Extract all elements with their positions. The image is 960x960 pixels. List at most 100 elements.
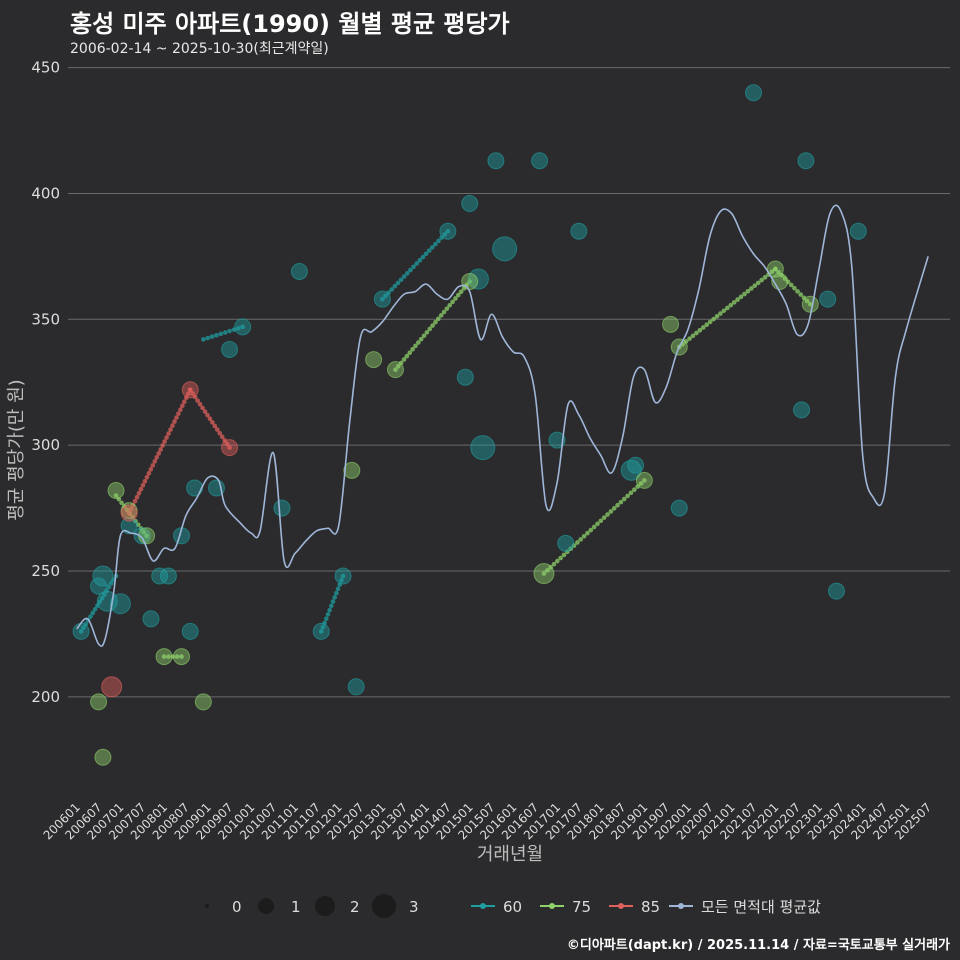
series-60-line-dot <box>429 245 435 250</box>
series-60-line-dot <box>106 584 112 590</box>
series-75-line-dot <box>804 298 810 304</box>
series-60-line-dot <box>209 334 215 339</box>
series-75-line-dot <box>418 336 424 342</box>
legend-size-label: 0 <box>232 898 242 916</box>
series-75-line-dot <box>561 552 567 558</box>
legend-size-label: 1 <box>291 898 301 916</box>
series-60-point <box>627 456 645 474</box>
series-60-point <box>290 262 308 280</box>
series-75-point <box>107 481 125 499</box>
legend: 0 1 2 3 60 75 85 모든 면적대 평균값 <box>205 894 821 918</box>
series-60-line-dot <box>102 592 107 597</box>
series-75-line-dot <box>798 292 804 297</box>
series-85-line-dot <box>152 459 158 464</box>
series-60-line-dot <box>78 629 84 634</box>
series-60-line-dot <box>83 621 89 627</box>
series-75-line-dot <box>558 555 563 561</box>
series-60-point <box>109 593 131 615</box>
series-75-line-dot <box>585 530 590 536</box>
series-60-line-dot <box>395 280 401 286</box>
series-75-line-dot <box>632 487 637 493</box>
series-60-point <box>181 622 199 640</box>
series-85-line-dot <box>182 399 187 405</box>
series-85-line-dot <box>138 486 144 492</box>
series-60-line-dot <box>214 332 219 338</box>
y-tick-label: 300 <box>31 436 60 454</box>
series-75-point <box>343 461 361 479</box>
series-75-line-dot <box>410 347 415 352</box>
series-60-line-dot <box>90 610 96 616</box>
series-75-point <box>155 648 173 666</box>
series-85-line-dot <box>185 391 191 397</box>
series-85-line-dot <box>205 412 210 418</box>
series-60-line-dot <box>414 261 419 266</box>
data-points <box>72 84 867 766</box>
legend-size-label: 2 <box>350 898 360 916</box>
series-75-line-dot <box>144 533 149 539</box>
series-60-point <box>819 290 837 308</box>
series-75-line-dot <box>605 512 610 517</box>
series-60-line-dot <box>318 629 324 634</box>
series-85-line-dot <box>197 401 203 407</box>
x-axis-label: 거래년월 <box>477 844 543 865</box>
series-85-line-dot <box>172 419 177 424</box>
series-60-line-dot <box>320 624 326 630</box>
series-85-point <box>181 381 199 399</box>
series-85-point <box>101 676 123 698</box>
series-60-point <box>797 152 815 170</box>
legend-series-label: 85 <box>641 898 660 916</box>
series-60-line-dot <box>332 595 337 600</box>
series-60-point <box>133 527 151 545</box>
series-75-line-dot <box>621 496 627 502</box>
series-60-line-dot <box>380 296 385 302</box>
series-75-line-dot <box>401 357 407 362</box>
credit-text: ©디아파트(dapt.kr) / 2025.11.14 / 자료=국토교통부 실… <box>566 938 950 953</box>
series-85-line-dot <box>156 451 162 456</box>
series-75-point <box>194 693 212 711</box>
series-85-line-dot <box>158 447 163 452</box>
series-75-line-dot <box>711 316 716 322</box>
series-60-point <box>142 610 160 628</box>
series-75-point <box>461 273 479 291</box>
series-60-point <box>439 222 457 240</box>
series-75-line-dot <box>807 301 813 307</box>
series-75-line-dot <box>598 518 604 524</box>
series-75-line-dot <box>396 363 401 369</box>
series-75-line-dot <box>458 289 464 295</box>
series-60-line-dot <box>420 254 426 260</box>
series-75-point <box>662 315 680 333</box>
series-75-line-dot <box>601 515 607 520</box>
series-75-line-dot <box>755 280 761 286</box>
legend-series-label: 모든 면적대 평균값 <box>701 898 821 916</box>
series-75-lines <box>113 266 813 659</box>
series-60-point <box>72 622 90 640</box>
series-75-line-dot <box>179 654 184 659</box>
series-85-line-dot <box>178 407 183 412</box>
series-75-line-dot <box>141 529 147 535</box>
series-75-point <box>94 748 112 766</box>
series-60-point <box>151 567 169 585</box>
series-75-line-dot <box>728 302 734 308</box>
series-75-line-dot <box>714 314 720 319</box>
series-60-line-dot <box>329 603 334 609</box>
series-75-line-dot <box>404 353 410 359</box>
series-60-line-dot <box>335 586 341 592</box>
series-75-line-dot <box>628 490 634 496</box>
series-75-line-dot <box>618 499 624 505</box>
series-75-line-dot <box>745 288 751 294</box>
series-85-line-dot <box>134 494 140 500</box>
series-60-line-dot <box>442 232 448 237</box>
series-75-line-dot <box>752 283 758 288</box>
series-85-line-dot <box>224 441 230 447</box>
series-75-line-dot <box>433 319 438 325</box>
y-tick-label: 450 <box>31 59 60 77</box>
legend-dot-icon <box>618 903 624 909</box>
series-60-point <box>92 565 114 587</box>
series-75-line-dot <box>541 571 547 576</box>
series-75-line-dot <box>687 336 692 341</box>
series-85-line-dot <box>219 434 225 440</box>
series-85-line-dot <box>195 398 200 403</box>
series-75-line-dot <box>595 521 600 527</box>
series-75-line-dot <box>166 654 171 659</box>
series-75-line-dot <box>721 308 727 314</box>
